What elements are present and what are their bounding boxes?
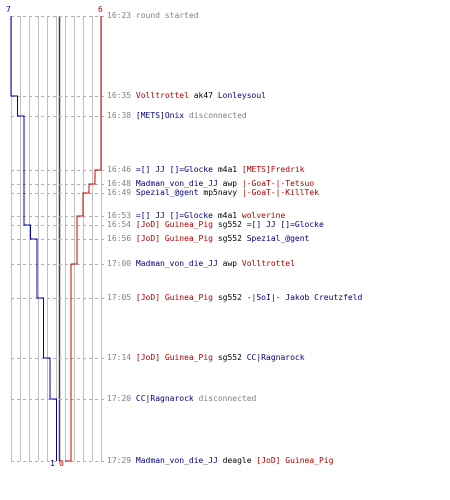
event-row: 17:00 Madman_von_die_JJ awp Volltrottel xyxy=(107,259,295,269)
event-row: 16:56 [JoD] Guinea_Pig sg552 Spezial_@ge… xyxy=(107,234,309,244)
killer-name: Madman_von_die_JJ xyxy=(135,259,218,268)
event-time: 16:35 xyxy=(107,91,132,100)
event-row: 16:35 Volltrottel ak47 Lonleysoul xyxy=(107,91,266,101)
victim-name: Volltrottel xyxy=(241,259,295,268)
team-step-line xyxy=(10,16,57,461)
event-row: 16:46 =[] JJ []=Glocke m4a1 [METS]Fredri… xyxy=(107,165,305,175)
weapon-name: sg552 xyxy=(217,220,242,229)
weapon-name: mp5navy xyxy=(203,188,238,197)
weapon-name: sg552 xyxy=(217,293,242,302)
killer-name: Volltrottel xyxy=(135,91,189,100)
weapon-name: sg552 xyxy=(217,234,242,243)
weapon-name: awp xyxy=(222,259,238,268)
event-row: 16:53 =[] JJ []=Glocke m4a1 wolverine xyxy=(107,211,285,221)
killer-name: =[] JJ []=Glocke xyxy=(135,211,213,220)
event-row: 16:48 Madman_von_die_JJ awp |-GoaT-|-Tet… xyxy=(107,179,314,189)
event-time: 17:14 xyxy=(107,353,132,362)
event-row: 16:49 Spezial_@gent mp5navy |-GoaT-|-Kil… xyxy=(107,188,319,198)
event-row: 16:23 round started xyxy=(107,11,199,21)
event-row: 16:54 [JoD] Guinea_Pig sg552 =[] JJ []=G… xyxy=(107,220,324,230)
killer-name: [JoD] Guinea_Pig xyxy=(135,234,213,243)
victim-name: Spezial_@gent xyxy=(246,234,310,243)
blue-start-count: 7 xyxy=(6,5,11,14)
killer-name: [JoD] Guinea_Pig xyxy=(135,353,213,362)
victim-name: |-GoaT-|-KillTek xyxy=(241,188,319,197)
event-time: 16:46 xyxy=(107,165,132,174)
killer-name: Madman_von_die_JJ xyxy=(135,179,218,188)
event-time: 16:56 xyxy=(107,234,132,243)
weapon-name: deagle xyxy=(222,456,252,465)
event-time: 17:20 xyxy=(107,394,132,403)
killer-name: Madman_von_die_JJ xyxy=(135,456,218,465)
event-time: 17:00 xyxy=(107,259,132,268)
event-time: 16:53 xyxy=(107,211,132,220)
victim-name: CC|Ragnarock xyxy=(246,353,305,362)
victim-name: [METS]Fredrik xyxy=(241,165,305,174)
event-row: 17:29 Madman_von_die_JJ deagle [JoD] Gui… xyxy=(107,456,333,466)
victim-name: |-GoaT-|-Tetsuo xyxy=(241,179,315,188)
event-message: disconnected xyxy=(188,111,247,120)
team-step-lines xyxy=(10,16,102,462)
weapon-name: awp xyxy=(222,179,238,188)
grid-lines xyxy=(11,16,102,461)
weapon-name: ak47 xyxy=(193,91,213,100)
event-time: 16:48 xyxy=(107,179,132,188)
victim-name: -|SoI|- Jakob Creutzfeld xyxy=(246,293,363,302)
killer-name: =[] JJ []=Glocke xyxy=(135,165,213,174)
event-time: 16:23 xyxy=(107,11,132,20)
event-message: round started xyxy=(135,11,199,20)
weapon-name: m4a1 xyxy=(217,211,238,220)
killer-name: [JoD] Guinea_Pig xyxy=(135,220,213,229)
player-name: [METS]Onix xyxy=(135,111,185,120)
event-row: 17:20 CC|Ragnarock disconnected xyxy=(107,394,256,404)
killer-name: Spezial_@gent xyxy=(135,188,199,197)
killer-name: [JoD] Guinea_Pig xyxy=(135,293,213,302)
event-row: 16:38 [METS]Onix disconnected xyxy=(107,111,247,121)
victim-name: Lonleysoul xyxy=(217,91,266,100)
red-end-count: 0 xyxy=(59,459,64,468)
weapon-name: sg552 xyxy=(217,353,242,362)
event-time: 16:49 xyxy=(107,188,132,197)
event-time: 17:29 xyxy=(107,456,132,465)
event-time: 16:54 xyxy=(107,220,132,229)
event-time: 16:38 xyxy=(107,111,132,120)
event-row: 17:14 [JoD] Guinea_Pig sg552 CC|Ragnaroc… xyxy=(107,353,305,363)
victim-name: wolverine xyxy=(241,211,286,220)
victim-name: [JoD] Guinea_Pig xyxy=(256,456,334,465)
weapon-name: m4a1 xyxy=(217,165,238,174)
player-name: CC|Ragnarock xyxy=(135,394,194,403)
event-time: 17:05 xyxy=(107,293,132,302)
team-step-line xyxy=(65,16,102,462)
blue-end-count: 1 xyxy=(50,459,55,468)
event-row: 17:05 [JoD] Guinea_Pig sg552 -|SoI|- Jak… xyxy=(107,293,362,303)
event-dash-lines xyxy=(11,16,106,462)
red-start-count: 6 xyxy=(98,5,103,14)
victim-name: =[] JJ []=Glocke xyxy=(246,220,324,229)
event-message: disconnected xyxy=(198,394,257,403)
